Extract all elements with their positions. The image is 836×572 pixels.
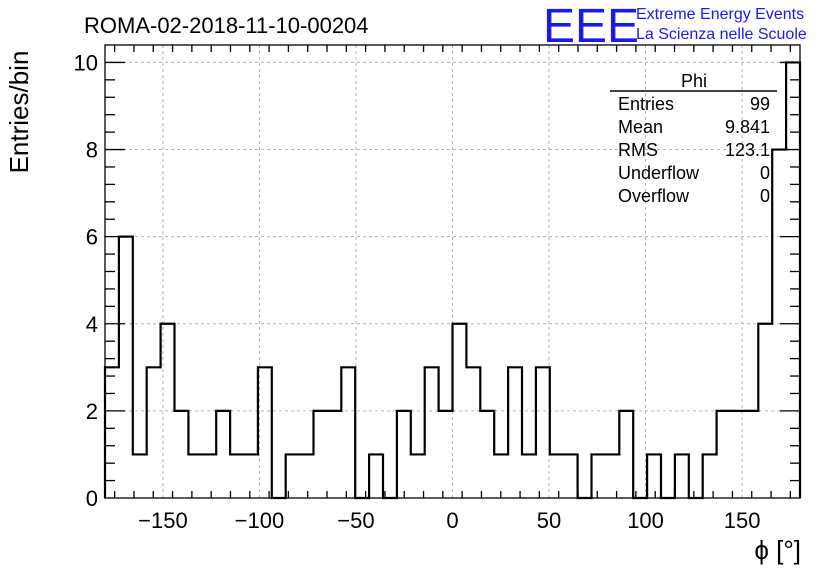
stats-value-overflow: 0 xyxy=(760,186,770,206)
y-tick-label-2: 4 xyxy=(86,312,98,337)
histogram-bin-35 xyxy=(592,454,606,498)
histogram-bin-7 xyxy=(202,454,216,498)
histogram-bin-24 xyxy=(439,411,453,498)
stats-label-overflow: Overflow xyxy=(618,186,690,206)
histogram-bin-41 xyxy=(675,454,689,498)
x-tick-label-5: 100 xyxy=(627,508,664,533)
stats-title: Phi xyxy=(681,71,707,91)
y-axis-label: Entries/bin xyxy=(4,51,34,174)
eee-logo: EEE Extreme Energy Events La Scienza nel… xyxy=(543,0,807,53)
histogram-bin-47 xyxy=(758,324,772,498)
histogram-outline xyxy=(103,61,802,500)
stats-rows: Entries 99 Mean 9.841 RMS 123.1 Underflow 0 Over… xyxy=(618,94,770,206)
axes xyxy=(104,44,801,499)
histogram-bin-3 xyxy=(147,367,161,498)
histogram-bin-46 xyxy=(744,411,758,498)
x-tick-label-0: −150 xyxy=(138,508,188,533)
histogram-bin-31 xyxy=(536,367,550,498)
histogram-bin-21 xyxy=(397,411,411,498)
histogram-bin-17 xyxy=(341,367,355,498)
histogram-bin-43 xyxy=(703,454,717,498)
histogram-bin-27 xyxy=(480,411,494,498)
logo-mark: EEE xyxy=(543,0,639,53)
histogram-bin-33 xyxy=(564,454,578,498)
histogram-bin-9 xyxy=(230,454,244,498)
x-tick-label-1: −100 xyxy=(235,508,285,533)
stats-box: Phi Entries 99 Mean 9.841 RMS 123.1 Underflow 0… xyxy=(610,71,777,206)
histogram-bin-23 xyxy=(425,367,439,498)
chart-title: ROMA-02-2018-11-10-00204 xyxy=(84,13,369,38)
histogram-bin-49 xyxy=(786,62,800,498)
histogram-bin-5 xyxy=(175,411,189,498)
histogram-bin-14 xyxy=(300,454,314,498)
histogram-bin-22 xyxy=(411,454,425,498)
x-tick-label-2: −50 xyxy=(337,508,374,533)
histogram-bin-15 xyxy=(314,411,328,498)
x-tick-labels: −150 −100 −50 0 50 100 150 xyxy=(138,508,760,533)
histogram-bin-8 xyxy=(216,411,230,498)
x-tick-label-6: 150 xyxy=(724,508,761,533)
histogram-bin-29 xyxy=(508,367,522,498)
x-tick-label-4: 50 xyxy=(537,508,561,533)
logo-line-2: La Scienza nelle Scuole xyxy=(636,26,807,43)
histogram-bin-19 xyxy=(369,454,383,498)
histogram-bin-32 xyxy=(550,454,564,498)
logo-line-1: Extreme Energy Events xyxy=(636,6,804,23)
histogram-bin-11 xyxy=(258,367,272,498)
histogram-bin-0 xyxy=(105,367,119,498)
histogram-bin-45 xyxy=(731,411,745,498)
histogram-bin-6 xyxy=(188,454,202,498)
y-tick-label-5: 10 xyxy=(74,50,98,75)
histogram-bin-1 xyxy=(119,237,133,498)
stats-label-underflow: Underflow xyxy=(618,163,700,183)
stats-value-mean: 9.841 xyxy=(725,117,770,137)
stats-label-mean: Mean xyxy=(618,117,663,137)
x-axis-label: ϕ [°] xyxy=(754,535,801,565)
y-tick-label-4: 8 xyxy=(86,138,98,163)
stats-value-rms: 123.1 xyxy=(725,140,770,160)
histogram-layer xyxy=(103,61,802,500)
stats-label-entries: Entries xyxy=(618,94,674,114)
histogram-bin-2 xyxy=(133,454,147,498)
histogram-bin-44 xyxy=(717,411,731,498)
stats-value-underflow: 0 xyxy=(760,163,770,183)
histogram-bin-37 xyxy=(619,411,633,498)
histogram-bin-30 xyxy=(522,454,536,498)
histogram-bin-26 xyxy=(466,367,480,498)
y-tick-label-3: 6 xyxy=(86,225,98,250)
y-tick-label-1: 2 xyxy=(86,399,98,424)
y-tick-labels: 0 2 4 6 8 10 xyxy=(74,50,98,511)
histogram-bin-39 xyxy=(647,454,661,498)
histogram-bin-25 xyxy=(453,324,467,498)
x-tick-label-3: 0 xyxy=(446,508,458,533)
y-tick-label-0: 0 xyxy=(86,486,98,511)
stats-label-rms: RMS xyxy=(618,140,658,160)
stats-value-entries: 99 xyxy=(750,94,770,114)
histogram-bin-4 xyxy=(161,324,175,498)
histogram-bin-10 xyxy=(244,454,258,498)
histogram-bin-16 xyxy=(327,411,341,498)
